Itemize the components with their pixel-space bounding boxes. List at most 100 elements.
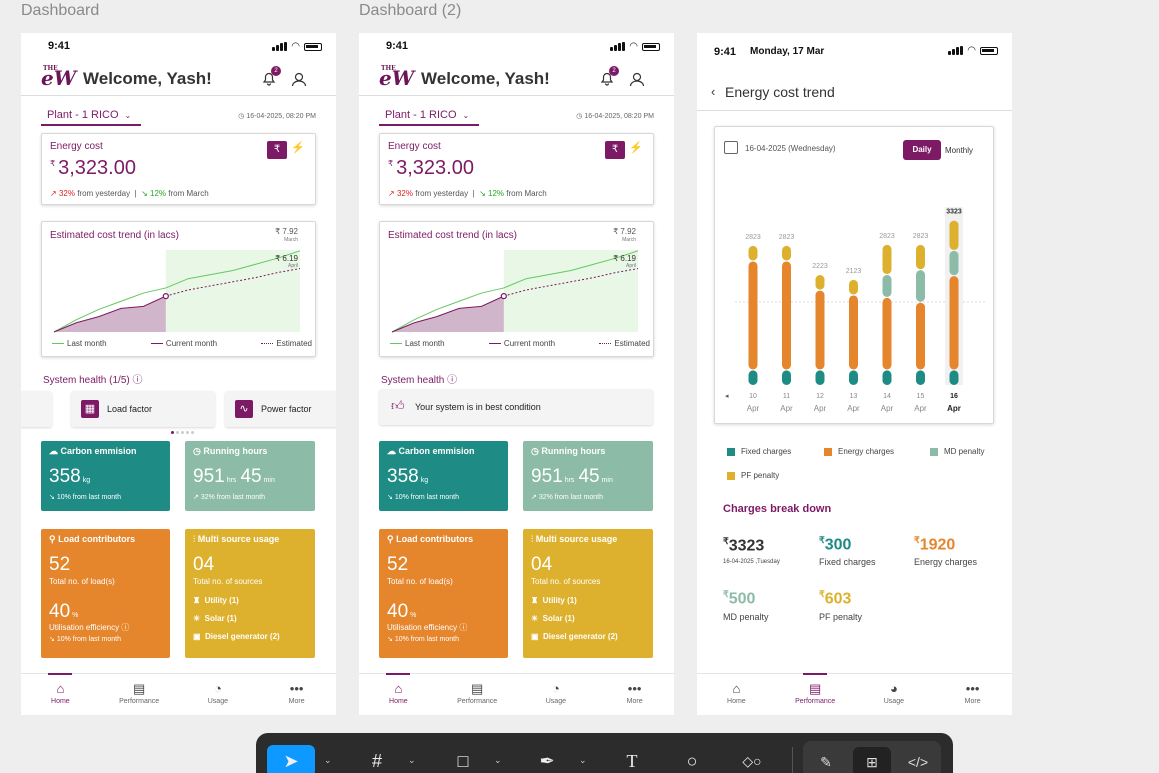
system-status-tile[interactable]: 👍︎ Your system is in best condition (379, 389, 653, 425)
x-tick-month: Apr (914, 404, 927, 413)
energy-cost-value: ₹3,323.00 (50, 157, 136, 179)
assets-tool-icon[interactable]: ◇○ (742, 753, 762, 769)
source-icon: ⫶ (193, 534, 196, 544)
fixed-charge-value: ₹300 (819, 535, 852, 554)
cost-trend-card[interactable]: ₹ 7.92 March ₹ 6.19 April Estimated cost tr… (41, 221, 316, 357)
nav-more[interactable]: ••• More (595, 674, 674, 715)
board-label-dashboard[interactable]: Dashboard (21, 2, 100, 19)
rupee-toggle-button[interactable]: ₹ (605, 141, 625, 159)
nav-performance[interactable]: ▤ Performance (438, 674, 517, 715)
chevron-down-icon[interactable]: ⌄ (408, 755, 416, 765)
status-bar: 9:41 ◠ (21, 33, 336, 59)
current-point (162, 293, 169, 300)
chevron-down-icon[interactable]: ⌄ (579, 755, 587, 765)
board-label-dashboard-2[interactable]: Dashboard (2) (359, 2, 462, 19)
move-tool-icon[interactable]: ➤ (267, 745, 315, 773)
notification-bell-icon[interactable]: 2 (261, 66, 281, 86)
bar-segment-10-3 (748, 245, 758, 261)
x-tick-label: 16 (950, 393, 958, 400)
legend-fixed-charges: Fixed charges (727, 447, 791, 456)
comment-tool-icon[interactable]: ○ (686, 751, 698, 771)
cost-trend-legend: Last month Current month Estimated (52, 339, 312, 348)
carbon-emission-title: ☁ Carbon emmision (49, 446, 137, 456)
nav-performance[interactable]: ▤ Performance (100, 674, 179, 715)
running-hours-card[interactable]: ◷ Running hours 951 hrs 45 min ↗ 32% from l… (185, 441, 315, 511)
daily-toggle[interactable]: Daily (903, 140, 941, 160)
multi-source-card[interactable]: ⫶ Multi source usage 04 Total no. of sou… (523, 529, 653, 658)
nav-home[interactable]: ⌂ Home (697, 674, 776, 715)
energy-toggle-button[interactable]: ⚡ (291, 142, 305, 154)
md-penalty-label: MD penalty (723, 612, 769, 622)
chevron-down-icon: ⌄ (124, 111, 132, 120)
plant-selector[interactable]: Plant - 1 RICO ⌄ (41, 106, 141, 126)
nav-usage[interactable]: ◔ Usage (517, 674, 596, 715)
frame-dashboard: 9:41 ◠ THE eW Welcome, Yash! 2 Plant - 1 … (21, 33, 336, 715)
carbon-emission-card[interactable]: ☁ Carbon emmision 358 kg ↘ 10% from last … (41, 441, 170, 511)
nav-more[interactable]: ••• More (933, 674, 1012, 715)
thumbs-up-icon: 👍︎ (391, 398, 405, 413)
status-bar: 9:41 ◠ (359, 33, 674, 59)
legend-energy-charges: Energy charges (824, 447, 894, 456)
bar-segment-14-1 (882, 297, 892, 370)
rupee-toggle-button[interactable]: ₹ (267, 141, 287, 159)
nav-performance[interactable]: ▤ Performance (776, 673, 855, 715)
load-contributors-card[interactable]: ⚲ Load contributors 52 Total no. of load… (379, 529, 508, 658)
calendar-icon[interactable] (724, 141, 738, 154)
user-profile-icon[interactable] (629, 71, 645, 87)
app-header: THE eW Welcome, Yash! 2 (21, 64, 336, 96)
current-month-area (392, 296, 504, 332)
nav-usage[interactable]: ◔ Usage (179, 674, 258, 715)
carousel-dots[interactable] (171, 431, 194, 434)
design-mode-icon[interactable]: ⊞ (853, 747, 891, 773)
bar-segment-16-2 (949, 250, 959, 276)
nav-home[interactable]: ⌂ Home (359, 673, 438, 715)
nav-more[interactable]: ••• More (257, 674, 336, 715)
welcome-title: Welcome, Yash! (83, 69, 212, 88)
chevron-down-icon[interactable]: ⌄ (324, 755, 332, 765)
plant-selector[interactable]: Plant - 1 RICO ⌄ (379, 106, 479, 126)
energy-toggle-button[interactable]: ⚡ (629, 142, 643, 154)
back-chevron-icon[interactable]: ‹ (711, 84, 716, 99)
more-icon: ••• (627, 681, 642, 696)
shape-tool-icon[interactable]: □ (457, 751, 469, 771)
selected-date[interactable]: 16-04-2025 (Wednesday) (745, 144, 836, 153)
bar-total-label: 2223 (812, 263, 828, 270)
series-last-month (391, 250, 639, 333)
cost-trend-card[interactable]: ₹ 7.92 March ₹ 6.19 April Estimated cost tr… (379, 221, 654, 357)
frame-tool-icon[interactable]: # (371, 751, 382, 771)
draw-mode-icon[interactable]: ✎ (820, 754, 832, 770)
info-icon: ⓘ (132, 375, 143, 386)
load-factor-tile[interactable]: ▦ Load factor (71, 391, 215, 427)
bar-segment-14-2 (882, 275, 892, 297)
status-date: Monday, 17 Mar (750, 46, 825, 57)
load-contributors-card[interactable]: ⚲ Load contributors 52 Total no. of load… (41, 529, 170, 658)
pen-tool-icon[interactable]: ✒ (539, 751, 555, 771)
system-health-tile-prev[interactable] (21, 391, 52, 427)
bar-segment-11-3 (782, 245, 791, 261)
signal-icon (948, 46, 964, 55)
chevron-down-icon[interactable]: ⌄ (494, 755, 502, 765)
nav-usage[interactable]: ◕ Usage (855, 674, 934, 715)
system-health-title[interactable]: System health ⓘ (381, 375, 458, 386)
dev-mode-icon[interactable]: </> (907, 754, 929, 770)
text-tool-icon[interactable]: T (626, 751, 638, 771)
status-time: 9:41 (714, 46, 737, 58)
user-profile-icon[interactable] (291, 71, 307, 87)
energy-cost-card[interactable]: Energy cost ₹3,323.00 ₹ ⚡ ↗ 32% from yes… (379, 133, 654, 205)
x-tick-month: Apr (780, 404, 793, 413)
monthly-toggle[interactable]: Monthly (945, 146, 974, 155)
notification-bell-icon[interactable]: 2 (599, 66, 619, 86)
wifi-icon: ◠ (967, 45, 976, 56)
running-hours-card[interactable]: ◷ Running hours 951 hrs 45 min ↗ 32% from l… (523, 441, 653, 511)
multi-source-card[interactable]: ⫶ Multi source usage 04 Total no. of sou… (185, 529, 315, 658)
nav-home[interactable]: ⌂ Home (21, 673, 100, 715)
power-factor-tile[interactable]: ∿ Power factor (225, 391, 336, 427)
energy-cost-card[interactable]: Energy cost ₹3,323.00 ₹ ⚡ ↗ 32% from yes… (41, 133, 316, 205)
status-bar: 9:41 Monday, 17 Mar ◠ (697, 33, 1012, 59)
system-health-title[interactable]: System health (1/5) ⓘ (43, 375, 143, 386)
bar-segment-10-0 (748, 370, 758, 385)
page-header: ‹ Energy cost trend (697, 73, 1012, 111)
source-utility: ♜ Utility (1) (193, 596, 239, 605)
carbon-emission-card[interactable]: ☁ Carbon emmision 358 kg ↘ 10% from last … (379, 441, 508, 511)
clipboard-icon: ▤ (470, 681, 484, 696)
